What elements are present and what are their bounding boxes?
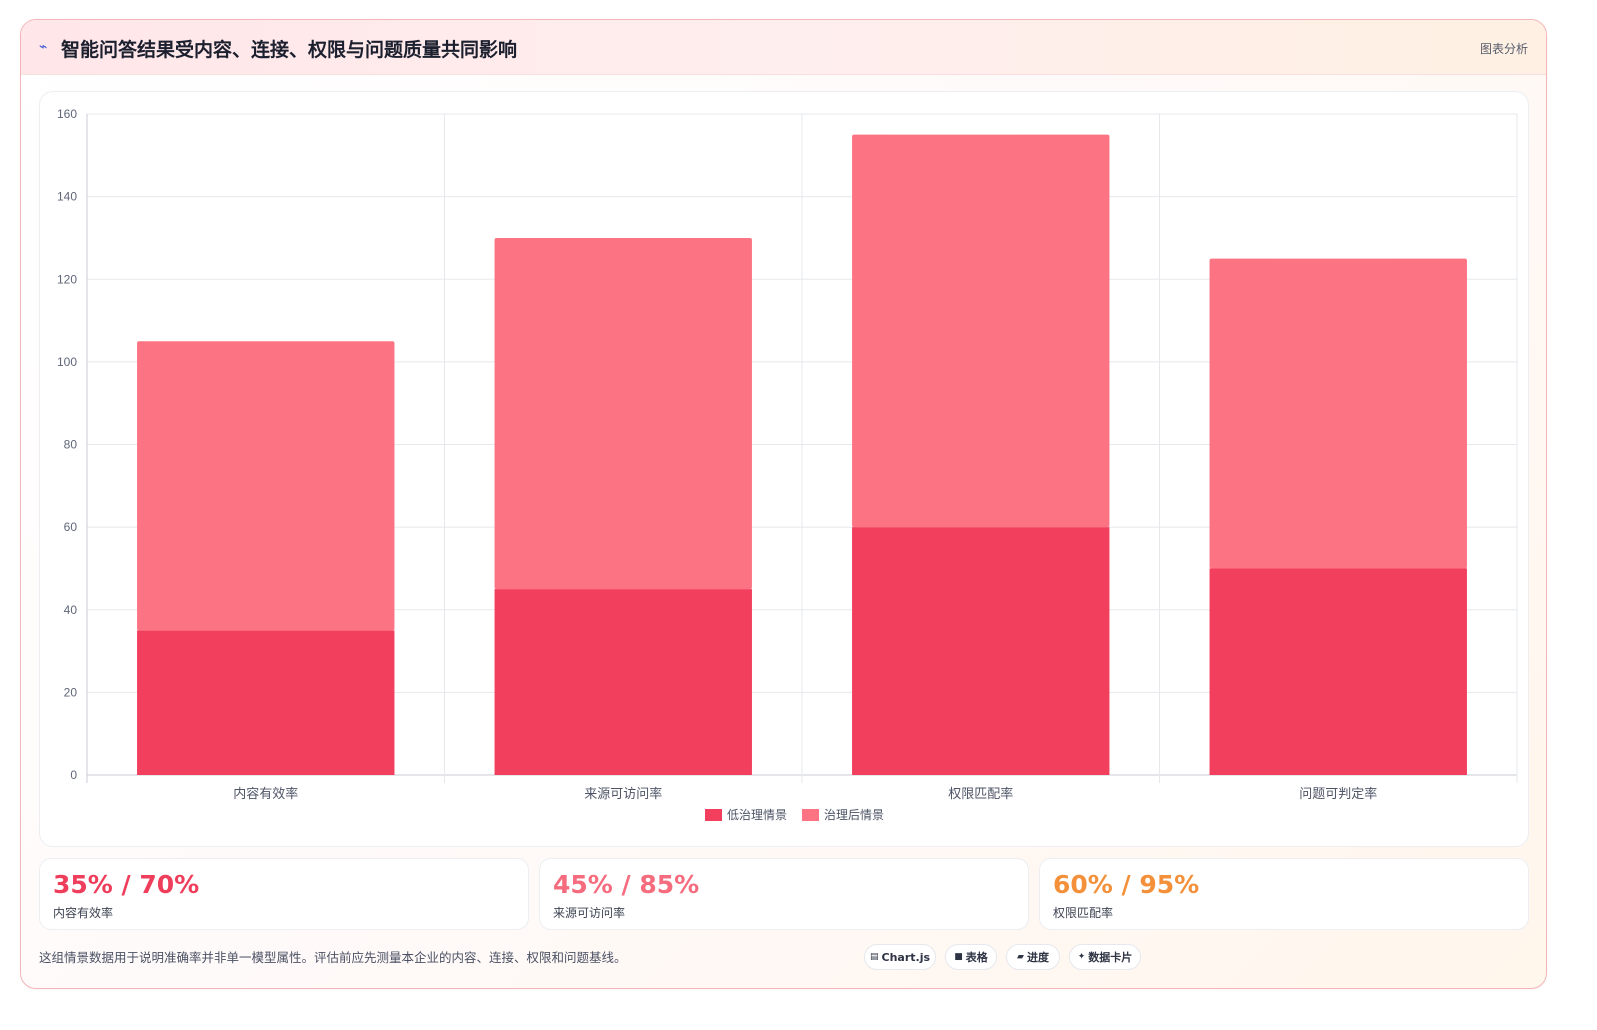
- stat-value: 35% / 70%: [53, 870, 200, 899]
- bar-after-governance: [137, 341, 395, 631]
- legend-label: 低治理情景: [727, 808, 787, 822]
- stat-label: 权限匹配率: [1053, 906, 1114, 920]
- bar-after-governance: [1209, 258, 1467, 569]
- y-tick-label: 100: [57, 355, 77, 369]
- tool-data-card-button[interactable]: ✦ 数据卡片: [1069, 944, 1141, 970]
- bar-low-governance: [852, 527, 1110, 775]
- stat-label: 来源可访问率: [553, 906, 626, 920]
- chart-panel: 0 20 40 60 80 100 120 140 160 内容有效率 来源可访问率 权限匹配率 问题可…: [39, 91, 1529, 847]
- bar-low-governance: [494, 589, 752, 775]
- stat-card-source-access: 45% / 85% 来源可访问率: [539, 858, 1029, 930]
- tool-label: 数据卡片: [1088, 951, 1133, 964]
- tool-label: 表格: [965, 951, 988, 964]
- y-tick-label: 80: [64, 438, 78, 452]
- y-tick-label: 160: [57, 107, 77, 121]
- stat-card-content-validity: 35% / 70% 内容有效率: [39, 858, 529, 930]
- tool-chartjs-button[interactable]: ▤ Chart.js: [864, 944, 936, 970]
- y-tick-label: 20: [64, 685, 78, 699]
- legend-label: 治理后情景: [824, 808, 884, 822]
- tool-label: 进度: [1026, 951, 1049, 964]
- progress-icon: ▰: [1017, 952, 1024, 962]
- x-tick-label: 问题可判定率: [1299, 786, 1377, 802]
- bar-low-governance: [137, 630, 395, 775]
- chart-icon: ▤: [869, 952, 879, 962]
- bar-after-governance: [852, 134, 1110, 528]
- chart-card: ⌁ 智能问答结果受内容、连接、权限与问题质量共同影响 图表分析 0 20 40 60 8…: [20, 19, 1547, 989]
- y-tick-label: 60: [64, 520, 78, 534]
- bar-low-governance: [1209, 568, 1467, 775]
- x-tick-label: 内容有效率: [233, 786, 298, 802]
- tool-table-button[interactable]: ■ 表格: [945, 944, 997, 970]
- data-card-icon: ✦: [1077, 952, 1086, 962]
- bar-after-governance: [494, 237, 752, 590]
- card-header: ⌁ 智能问答结果受内容、连接、权限与问题质量共同影响 图表分析: [21, 20, 1546, 75]
- tool-label: Chart.js: [881, 950, 931, 964]
- chart-title: 智能问答结果受内容、连接、权限与问题质量共同影响: [61, 39, 518, 61]
- y-tick-label: 120: [57, 272, 77, 286]
- tool-progress-button[interactable]: ▰ 进度: [1006, 944, 1060, 970]
- footnote: 这组情景数据用于说明准确率并非单一模型属性。评估前应先测量本企业的内容、连接、权…: [39, 950, 627, 965]
- y-tick-label: 0: [70, 768, 77, 782]
- x-tick-label: 权限匹配率: [948, 786, 1013, 802]
- chart-analysis-tag: 图表分析: [1479, 42, 1528, 56]
- table-icon: ■: [954, 952, 963, 962]
- stat-value: 45% / 85%: [553, 870, 700, 899]
- x-tick-label: 来源可访问率: [584, 786, 662, 802]
- sparkle-icon: ⌁: [39, 39, 48, 55]
- stacked-bar-chart: 0 20 40 60 80 100 120 140 160 内容有效率 来源可访问率 权限匹配率 问题可…: [57, 107, 1518, 822]
- y-tick-label: 40: [64, 603, 78, 617]
- legend-swatch: [705, 809, 722, 821]
- stat-card-permission-match: 60% / 95% 权限匹配率: [1039, 858, 1529, 930]
- legend-swatch: [802, 809, 819, 821]
- y-tick-label: 140: [57, 190, 77, 204]
- stat-value: 60% / 95%: [1053, 870, 1200, 899]
- stat-label: 内容有效率: [53, 906, 114, 920]
